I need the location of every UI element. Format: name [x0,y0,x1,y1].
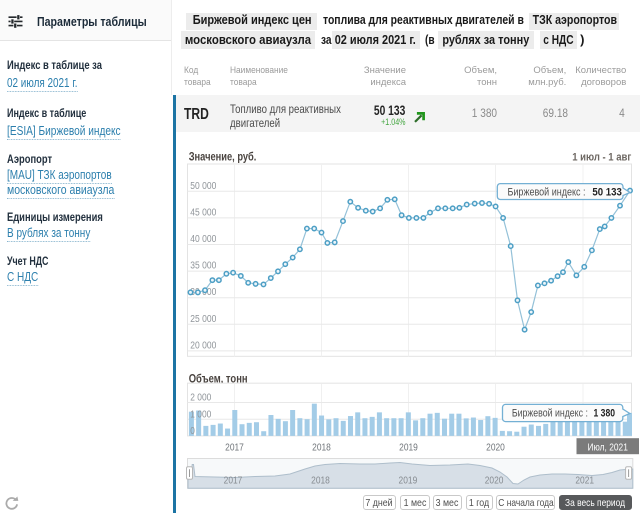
svg-text:Объем, тонн: Объем, тонн [189,374,248,386]
svg-text:2 000: 2 000 [190,393,211,404]
svg-text:2021: 2021 [575,474,594,486]
svg-text:2020: 2020 [486,442,505,454]
svg-text:20 000: 20 000 [190,340,216,351]
svg-text:Июл, 2021: Июл, 2021 [588,441,629,453]
svg-text:2018: 2018 [312,442,331,454]
svg-text:Биржевой индекс :: Биржевой индекс : [508,186,586,198]
svg-text:50 133: 50 133 [592,186,622,198]
svg-text:40 000: 40 000 [190,234,216,245]
svg-text:45 000: 45 000 [190,207,216,218]
svg-text:25 000: 25 000 [190,314,216,325]
svg-text:1 380: 1 380 [594,408,616,420]
svg-text:2019: 2019 [399,442,418,454]
svg-text:2017: 2017 [224,474,243,486]
svg-text:Биржевой индекс :: Биржевой индекс : [512,408,588,420]
svg-text:2017: 2017 [225,442,244,454]
svg-text:1 000: 1 000 [190,409,211,420]
svg-text:50 000: 50 000 [190,181,216,192]
svg-text:1 июл - 1 авг: 1 июл - 1 авг [572,152,631,164]
svg-text:2020: 2020 [485,474,504,486]
svg-text:2018: 2018 [311,474,330,486]
svg-text:35 000: 35 000 [190,261,216,272]
svg-text:2019: 2019 [399,474,418,486]
svg-text:0: 0 [190,426,195,437]
svg-text:Значение, руб.: Значение, руб. [189,152,257,164]
